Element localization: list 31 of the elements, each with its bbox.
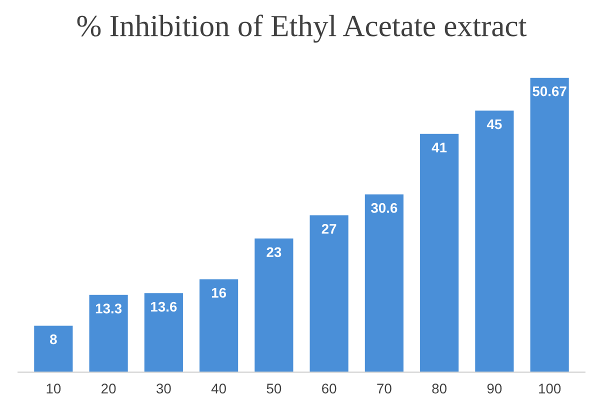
- data-label: 45: [486, 120, 502, 130]
- x-tick-label: 10: [46, 384, 61, 394]
- x-tick-label: 30: [156, 384, 171, 394]
- data-label: 23: [266, 247, 282, 258]
- x-tick-label: 50: [266, 384, 282, 394]
- bar: [530, 78, 569, 372]
- data-label: 27: [322, 224, 336, 234]
- bar: [144, 293, 183, 372]
- x-tick-label: 80: [432, 384, 446, 394]
- x-tick-label: 70: [377, 384, 392, 394]
- bar: [475, 110, 514, 372]
- chart-title: % Inhibition of Ethyl Acetate extract: [77, 14, 527, 43]
- data-label: 30.6: [370, 203, 398, 213]
- data-label: 16: [212, 288, 226, 298]
- bar: [310, 215, 348, 372]
- x-tick-label: 60: [322, 384, 336, 394]
- data-label: 41: [432, 142, 447, 152]
- bar: [420, 134, 459, 372]
- bar: [254, 238, 294, 372]
- bar: [89, 294, 128, 372]
- data-label: 13.3: [96, 304, 122, 314]
- x-tick-label: 40: [211, 384, 226, 394]
- x-tick-label: 100: [539, 384, 561, 394]
- bar: [364, 194, 404, 372]
- bar: [34, 326, 73, 372]
- x-tick-label: 20: [102, 384, 116, 394]
- data-label: 50.67: [532, 86, 566, 96]
- x-tick-label: 90: [487, 384, 502, 394]
- data-label: 13.6: [151, 302, 177, 312]
- bar: [200, 279, 238, 372]
- data-label: 8: [50, 334, 57, 344]
